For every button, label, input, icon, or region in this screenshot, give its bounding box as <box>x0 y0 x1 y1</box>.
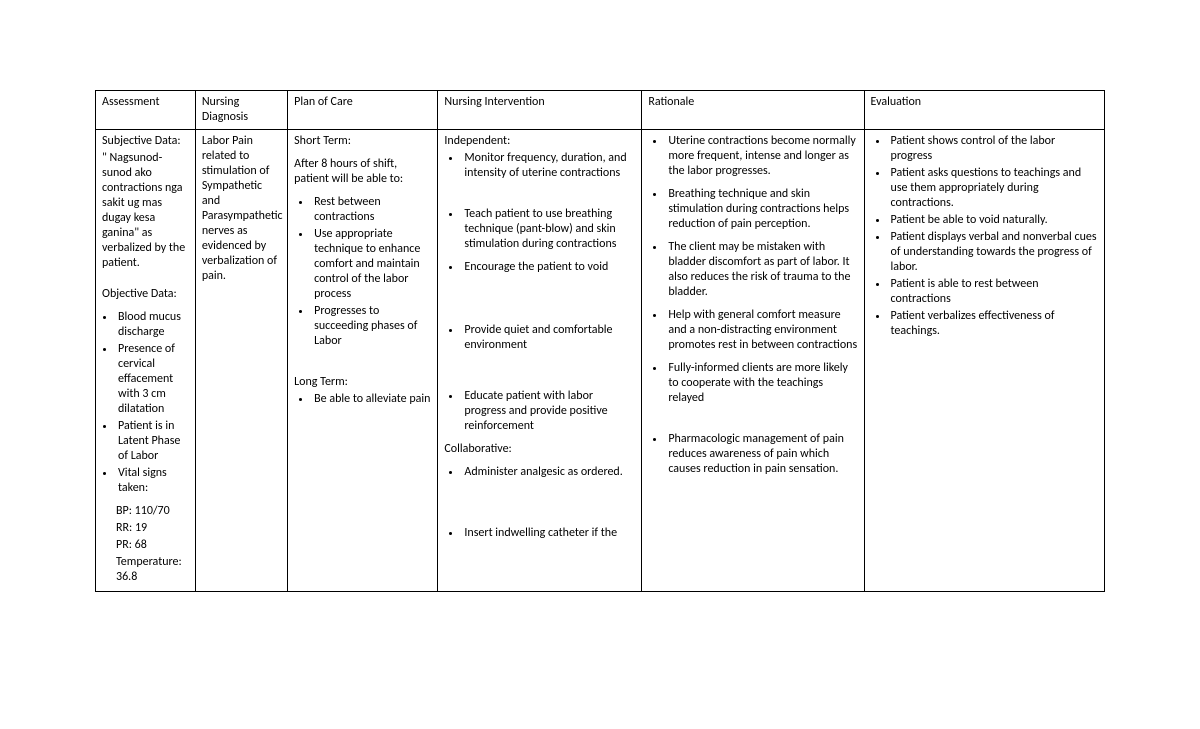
list-item: Breathing technique and skin stimulation… <box>666 187 857 232</box>
independent-list: Encourage the patient to void <box>444 260 635 275</box>
list-item: Use appropriate technique to enhance com… <box>312 227 431 302</box>
header-evaluation: Evaluation <box>864 91 1104 130</box>
objective-label: Objective Data: <box>102 287 189 302</box>
independent-list: Educate patient with labor progress and … <box>444 389 635 434</box>
list-item: Patient is able to rest between contract… <box>889 277 1098 307</box>
list-item: Encourage the patient to void <box>462 260 635 275</box>
objective-list: Blood mucus discharge Presence of cervic… <box>102 310 189 496</box>
rationale-list: Breathing technique and skin stimulation… <box>648 187 857 232</box>
diagnosis-text: Labor Pain related to stimulation of Sym… <box>202 134 281 284</box>
header-assessment: Assessment <box>96 91 196 130</box>
subjective-label: Subjective Data: <box>102 134 189 149</box>
care-plan-table: Assessment Nursing Diagnosis Plan of Car… <box>95 90 1105 592</box>
list-item: Patient displays verbal and nonverbal cu… <box>889 230 1098 275</box>
list-item: Patient is in Latent Phase of Labor <box>116 419 189 464</box>
vital-rr: RR: 19 <box>116 521 189 536</box>
rationale-list: Fully-informed clients are more likely t… <box>648 361 857 406</box>
list-item: Help with general comfort measure and a … <box>666 308 857 353</box>
list-item: Educate patient with labor progress and … <box>462 389 635 434</box>
header-plan: Plan of Care <box>288 91 438 130</box>
collaborative-list: Administer analgesic as ordered. <box>444 465 635 480</box>
list-item: Monitor frequency, duration, and intensi… <box>462 151 635 181</box>
list-item: Vital signs taken: <box>116 466 189 496</box>
cell-plan: Short Term: After 8 hours of shift, pati… <box>288 130 438 592</box>
list-item: Provide quiet and comfortable environmen… <box>462 323 635 353</box>
list-item: Uterine contractions become normally mor… <box>666 134 857 179</box>
list-item: Presence of cervical effacement with 3 c… <box>116 342 189 417</box>
document-page: Assessment Nursing Diagnosis Plan of Car… <box>0 0 1200 592</box>
list-item: Patient shows control of the labor progr… <box>889 134 1098 164</box>
header-rationale: Rationale <box>642 91 864 130</box>
list-item: Fully-informed clients are more likely t… <box>666 361 857 406</box>
cell-intervention: Independent: Monitor frequency, duration… <box>438 130 642 592</box>
rationale-list: Pharmacologic management of pain reduces… <box>648 432 857 477</box>
cell-assessment: Subjective Data: " Nagsunod-sunod ako co… <box>96 130 196 592</box>
long-term-label: Long Term: <box>294 375 431 390</box>
independent-list: Teach patient to use breathing technique… <box>444 207 635 252</box>
list-item: Be able to alleviate pain <box>312 392 431 407</box>
rationale-list: Uterine contractions become normally mor… <box>648 134 857 179</box>
list-item: Progresses to succeeding phases of Labor <box>312 304 431 349</box>
list-item: Blood mucus discharge <box>116 310 189 340</box>
table-body-row: Subjective Data: " Nagsunod-sunod ako co… <box>96 130 1105 592</box>
cell-rationale: Uterine contractions become normally mor… <box>642 130 864 592</box>
independent-list: Provide quiet and comfortable environmen… <box>444 323 635 353</box>
collaborative-list: Insert indwelling catheter if the <box>444 526 635 541</box>
cell-diagnosis: Labor Pain related to stimulation of Sym… <box>195 130 287 592</box>
list-item: Insert indwelling catheter if the <box>462 526 635 541</box>
collaborative-label: Collaborative: <box>444 442 635 457</box>
vitals-block: BP: 110/70 RR: 19 PR: 68 Temperature: 36… <box>102 504 189 585</box>
rationale-list: The client may be mistaken with bladder … <box>648 240 857 300</box>
short-term-list: Rest between contractions Use appropriat… <box>294 195 431 349</box>
list-item: Patient verbalizes effectiveness of teac… <box>889 309 1098 339</box>
header-diagnosis: Nursing Diagnosis <box>195 91 287 130</box>
independent-list: Monitor frequency, duration, and intensi… <box>444 151 635 181</box>
subjective-text: " Nagsunod-sunod ako contractions nga sa… <box>102 151 189 271</box>
header-intervention: Nursing Intervention <box>438 91 642 130</box>
table-header-row: Assessment Nursing Diagnosis Plan of Car… <box>96 91 1105 130</box>
cell-evaluation: Patient shows control of the labor progr… <box>864 130 1104 592</box>
vital-bp: BP: 110/70 <box>116 504 189 519</box>
list-item: Rest between contractions <box>312 195 431 225</box>
short-term-label: Short Term: <box>294 134 431 149</box>
rationale-list: Help with general comfort measure and a … <box>648 308 857 353</box>
list-item: Teach patient to use breathing technique… <box>462 207 635 252</box>
list-item: The client may be mistaken with bladder … <box>666 240 857 300</box>
short-term-intro: After 8 hours of shift, patient will be … <box>294 157 431 187</box>
list-item: Pharmacologic management of pain reduces… <box>666 432 857 477</box>
evaluation-list: Patient shows control of the labor progr… <box>871 134 1098 339</box>
vital-pr: PR: 68 <box>116 538 189 553</box>
vital-temp: Temperature: 36.8 <box>116 555 189 585</box>
long-term-list: Be able to alleviate pain <box>294 392 431 407</box>
list-item: Patient asks questions to teachings and … <box>889 166 1098 211</box>
list-item: Patient be able to void naturally. <box>889 213 1098 228</box>
independent-label: Independent: <box>444 134 635 149</box>
list-item: Administer analgesic as ordered. <box>462 465 635 480</box>
